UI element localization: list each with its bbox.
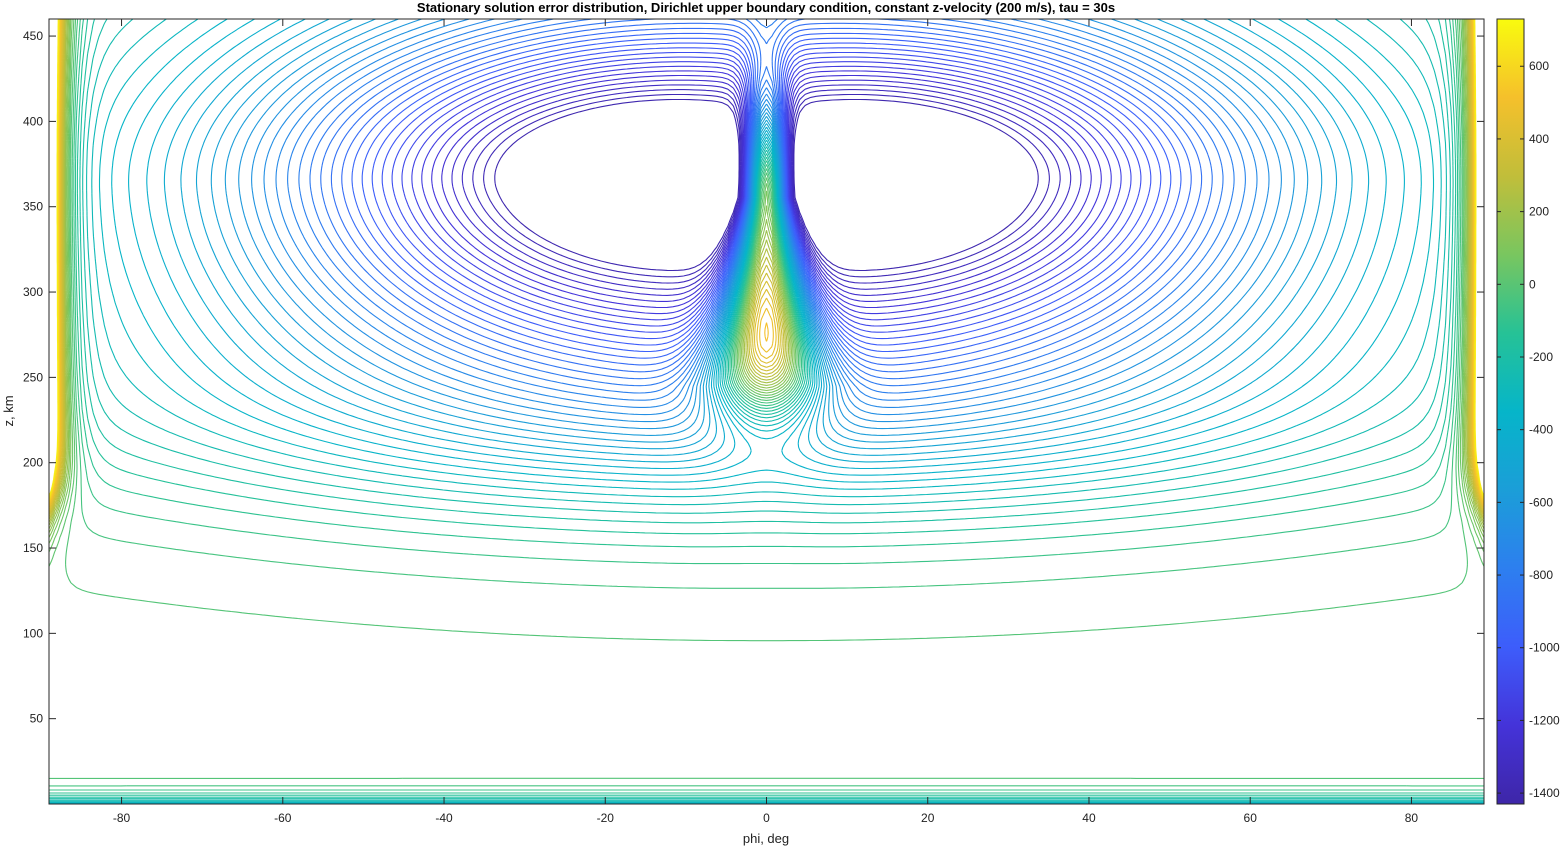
colorbar-tick-label: -600 (1529, 495, 1553, 509)
x-tick-label: 40 (1082, 811, 1096, 825)
contour-line (49, 19, 1484, 800)
contour-line (49, 19, 1484, 791)
colorbar-tick-label: -1200 (1529, 713, 1560, 727)
contour-line (49, 19, 1484, 516)
x-tick-label: 60 (1244, 811, 1258, 825)
colorbar-tick-label: 400 (1529, 132, 1549, 146)
contour-line (431, 70, 1102, 309)
colorbar-tick-label: 0 (1529, 277, 1536, 291)
x-tick-label: 20 (921, 811, 935, 825)
y-tick-label: 150 (23, 541, 43, 555)
chart-title: Stationary solution error distribution, … (417, 0, 1115, 15)
contour-line (128, 19, 1405, 476)
contour-line (49, 19, 1484, 533)
colorbar-tick-label: -1000 (1529, 641, 1560, 655)
colorbar-tick-label: -1400 (1529, 786, 1560, 800)
y-tick-label: 50 (30, 712, 44, 726)
y-tick-label: 350 (23, 200, 43, 214)
contour-line (287, 19, 1246, 401)
plot-frame (48, 18, 1485, 805)
y-tick-label: 100 (23, 626, 43, 640)
x-tick-label: 0 (763, 811, 770, 825)
x-tick-label: -20 (597, 811, 615, 825)
contour-line (381, 47, 1152, 340)
contour-line (49, 19, 1484, 794)
contour-line (483, 93, 1050, 278)
y-tick-label: 450 (23, 29, 43, 43)
contour-line (49, 19, 1484, 798)
contour-line (411, 61, 1122, 321)
contour-line (309, 19, 1224, 387)
x-axis: -80 -60 -40 -20 0 20 40 60 80 (113, 19, 1419, 825)
colorbar (1496, 18, 1525, 805)
contour-line (330, 22, 1203, 373)
contour-line (49, 19, 1484, 507)
x-tick-label: 80 (1405, 811, 1419, 825)
contour-line (49, 19, 1484, 511)
contour-line (472, 89, 1061, 284)
contour-line (49, 19, 1484, 796)
contour-line (180, 19, 1353, 456)
y-axis: 50 100 150 200 250 300 350 400 450 (23, 29, 1484, 726)
contour-line (494, 98, 1039, 272)
contour-line (49, 19, 1484, 499)
contour-line (49, 19, 1484, 801)
contour-line (391, 51, 1142, 333)
contour-line (341, 27, 1192, 366)
contour-line (49, 19, 1484, 567)
contour-line (251, 19, 1282, 423)
contour-line (263, 19, 1270, 416)
contour-line (49, 19, 1484, 538)
contour-line (320, 19, 1213, 380)
contour-line (421, 65, 1112, 315)
contour-line (163, 19, 1370, 463)
contour-line (49, 19, 1484, 500)
contour-layer (49, 19, 1484, 804)
y-tick-label: 250 (23, 370, 43, 384)
colorbar-tick-label: 600 (1529, 59, 1549, 73)
x-tick-label: -40 (435, 811, 453, 825)
y-tick-label: 300 (23, 285, 43, 299)
contour-line (401, 56, 1132, 327)
contour-line (451, 79, 1082, 296)
colorbar-tick-label: -800 (1529, 568, 1553, 582)
contour-line (224, 19, 1309, 436)
y-tick-label: 200 (23, 456, 43, 470)
y-axis-label: z, km (1, 395, 16, 426)
contour-line (461, 84, 1072, 290)
contour-line (49, 19, 1484, 803)
x-axis-label: phi, deg (743, 831, 789, 846)
colorbar-tick-label: -200 (1529, 350, 1553, 364)
contour-line (351, 32, 1182, 359)
contour-line (49, 19, 1484, 787)
colorbar-tick-label: 200 (1529, 205, 1549, 219)
contour-line (49, 19, 1484, 509)
contour-line (49, 19, 1484, 802)
x-tick-label: -60 (274, 811, 292, 825)
contour-line (146, 19, 1387, 470)
contour-line (49, 19, 1484, 518)
contour-line (49, 19, 1484, 544)
contour-line (49, 19, 1484, 530)
x-tick-label: -80 (113, 811, 131, 825)
contour-line (49, 19, 1484, 779)
contour-line (275, 19, 1258, 408)
colorbar-ticks: 600 400 200 0 -200 -400 -600 -800 -1000 -1200 -140… (1497, 59, 1560, 800)
contour-line (441, 74, 1092, 302)
contour-line (49, 19, 1484, 526)
y-tick-label: 400 (23, 114, 43, 128)
colorbar-tick-label: -400 (1529, 423, 1553, 437)
contour-line (371, 42, 1162, 346)
contour-line (49, 19, 1484, 497)
